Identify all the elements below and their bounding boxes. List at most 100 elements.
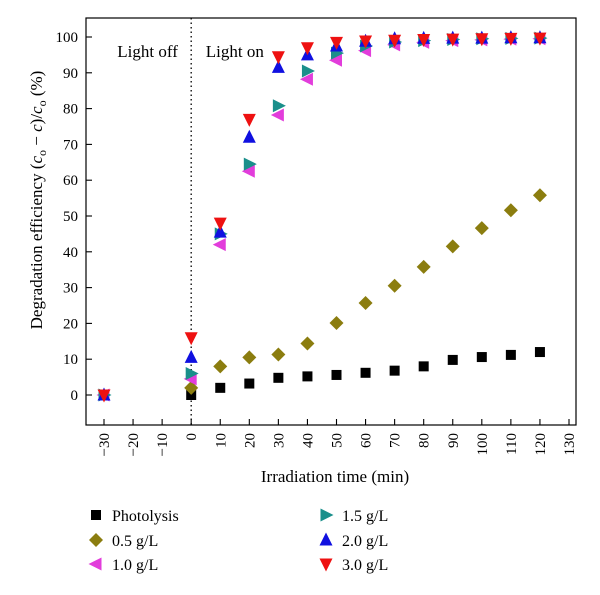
x-tick-label: 0 [184, 433, 200, 441]
x-tick-label: 20 [242, 433, 258, 448]
data-point [243, 157, 257, 171]
x-tick-label: 100 [475, 433, 491, 456]
x-tick-label: 30 [271, 433, 287, 448]
series-2-0-g-l [97, 30, 547, 401]
y-title-part: − [27, 132, 46, 150]
data-point [213, 217, 227, 231]
legend-label: 0.5 g/L [112, 533, 158, 550]
data-point [185, 367, 199, 381]
x-tick-label: 90 [446, 433, 462, 448]
x-tick-label: 110 [504, 433, 520, 455]
legend-item: 2.0 g/L [319, 532, 388, 550]
x-tick-label: 130 [562, 433, 578, 456]
x-tick-label: 10 [213, 433, 229, 448]
x-tick-label: 50 [330, 433, 346, 448]
data-point [272, 99, 286, 113]
data-point [241, 164, 255, 178]
data-point [534, 347, 545, 358]
y-title-part: o [35, 150, 49, 156]
x-tick-label: 70 [388, 433, 404, 448]
x-axis: −30 −20 −10 0 10 20 30 40 50 60 70 80 90 100 110 120 130 [97, 419, 578, 456]
legend-label: 1.5 g/L [342, 508, 388, 525]
data-point [446, 33, 460, 47]
data-point [476, 352, 487, 363]
legend-item: Photolysis [91, 508, 179, 525]
legend-item: 1.5 g/L [320, 508, 388, 525]
y-tick-label: 10 [63, 352, 78, 368]
data-point [184, 332, 198, 346]
annotation-label: Light on [206, 42, 265, 61]
legend-label: 3.0 g/L [342, 557, 388, 574]
y-axis: 0 10 20 30 40 50 60 70 80 90 100 [56, 30, 92, 404]
data-point [330, 36, 343, 50]
data-point [302, 371, 313, 382]
data-point [329, 316, 344, 331]
y-tick-label: 60 [63, 173, 78, 189]
data-point [186, 390, 197, 400]
data-point [417, 34, 431, 48]
series-1-5-g-l [98, 31, 548, 402]
data-point [215, 382, 226, 393]
y-tick-label: 90 [63, 66, 78, 82]
plot-area [85, 17, 577, 426]
y-tick-label: 0 [71, 388, 79, 404]
series-photolysis [186, 347, 545, 400]
data-point [273, 372, 284, 383]
y-tick-label: 40 [63, 245, 78, 261]
annotation-label: Light off [117, 42, 178, 61]
x-tick-label: 40 [300, 433, 316, 448]
y-tick-label: 50 [63, 209, 78, 225]
y-title-part: c [27, 106, 46, 114]
y-tick-label: 100 [56, 30, 79, 46]
x-tick-label: −10 [155, 433, 171, 456]
data-point [97, 389, 111, 403]
legend-item: 1.0 g/L [88, 557, 158, 574]
y-tick-label: 70 [63, 137, 78, 153]
data-point [359, 35, 373, 49]
legend-marker [88, 557, 102, 571]
data-point [474, 221, 489, 236]
data-point [505, 349, 516, 360]
legend-marker [320, 508, 334, 522]
data-point [504, 32, 518, 46]
x-tick-label: 120 [533, 433, 549, 456]
data-point [244, 378, 255, 389]
data-point [329, 53, 342, 67]
series-1-0-g-l [96, 32, 546, 402]
legend-label: Photolysis [112, 508, 179, 525]
data-point [213, 359, 228, 374]
data-point [301, 64, 315, 78]
data-point [475, 33, 489, 47]
y-title-part: )/ [27, 114, 46, 125]
data-point [271, 51, 285, 65]
y-tick-label: 80 [63, 102, 78, 118]
y-title-part: c [27, 124, 46, 132]
y-axis-title: Degradation efficiency (co − c)/co (%) [27, 71, 49, 330]
data-point [242, 113, 256, 127]
data-point [416, 259, 431, 274]
y-title-part: Degradation efficiency ( [27, 163, 46, 329]
data-point [242, 129, 256, 143]
data-series [96, 30, 548, 403]
legend-item: 3.0 g/L [319, 557, 388, 574]
series-0-5-g-l [184, 188, 547, 395]
data-point [388, 34, 402, 48]
data-point [271, 347, 286, 362]
data-point [358, 295, 373, 310]
data-point [300, 336, 315, 351]
data-point [271, 59, 285, 73]
data-point [331, 369, 342, 380]
data-point [418, 361, 429, 372]
y-tick-label: 20 [63, 316, 78, 332]
legend-marker [319, 558, 333, 572]
legend-marker [91, 510, 101, 520]
data-point [445, 239, 460, 254]
y-title-part: (%) [27, 71, 46, 101]
y-title-part: o [35, 100, 49, 106]
legend-marker [319, 532, 333, 546]
x-tick-label: −20 [126, 433, 142, 456]
data-point [533, 32, 547, 46]
plot-border [85, 17, 577, 426]
x-tick-label: −30 [97, 433, 113, 456]
